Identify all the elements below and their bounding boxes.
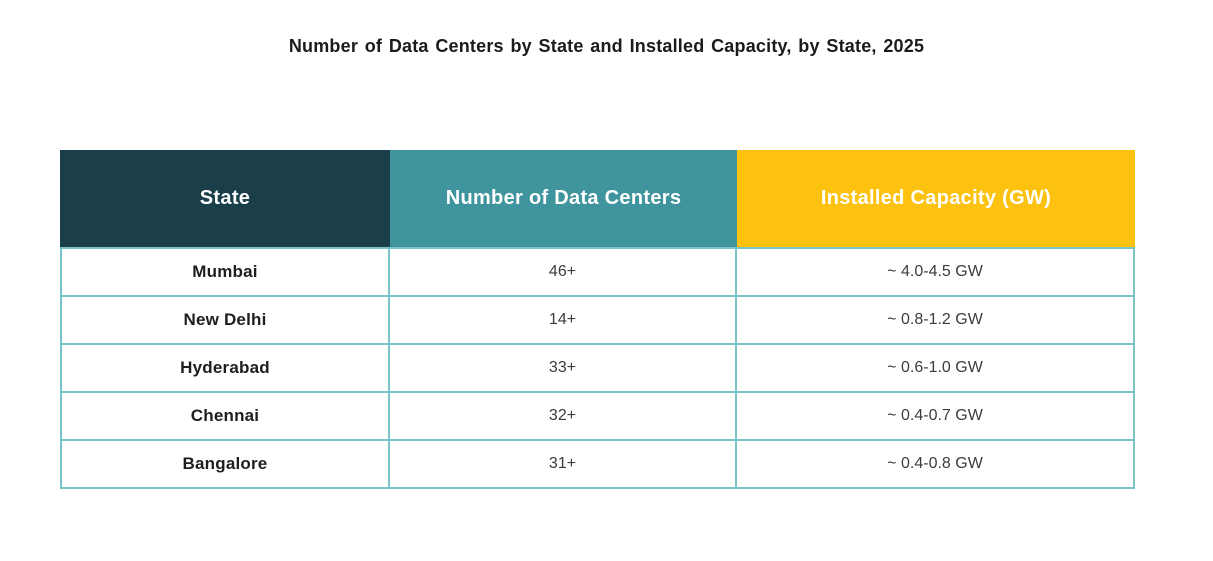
cell-installed-capacity: ~ 0.4-0.8 GW [737, 441, 1135, 487]
cell-installed-capacity: ~ 0.6-1.0 GW [737, 345, 1135, 391]
table-row-hyderabad: Hyderabad 33+ ~ 0.6-1.0 GW [60, 345, 1135, 393]
cell-installed-capacity: ~ 0.8-1.2 GW [737, 297, 1135, 343]
cell-data-centers: 14+ [390, 297, 737, 343]
cell-installed-capacity: ~ 0.4-0.7 GW [737, 393, 1135, 439]
table-row-chennai: Chennai 32+ ~ 0.4-0.7 GW [60, 393, 1135, 441]
cell-data-centers: 32+ [390, 393, 737, 439]
table-row-mumbai: Mumbai 46+ ~ 4.0-4.5 GW [60, 249, 1135, 297]
column-header-state: State [60, 150, 390, 247]
column-header-installed-capacity: Installed Capacity (GW) [737, 150, 1135, 247]
table-row-bangalore: Bangalore 31+ ~ 0.4-0.8 GW [60, 441, 1135, 489]
cell-state: Chennai [60, 393, 390, 439]
table-row-new-delhi: New Delhi 14+ ~ 0.8-1.2 GW [60, 297, 1135, 345]
table-header-row: State Number of Data Centers Installed C… [60, 150, 1135, 247]
cell-state: New Delhi [60, 297, 390, 343]
table-body: Mumbai 46+ ~ 4.0-4.5 GW New Delhi 14+ ~ … [60, 247, 1135, 489]
page-title: Number of Data Centers by State and Inst… [288, 36, 925, 56]
data-centers-table: State Number of Data Centers Installed C… [60, 150, 1135, 489]
column-header-number-of-data-centers: Number of Data Centers [390, 150, 737, 247]
cell-state: Mumbai [60, 249, 390, 295]
cell-data-centers: 31+ [390, 441, 737, 487]
cell-state: Bangalore [60, 441, 390, 487]
cell-state: Hyderabad [60, 345, 390, 391]
cell-data-centers: 46+ [390, 249, 737, 295]
cell-data-centers: 33+ [390, 345, 737, 391]
cell-installed-capacity: ~ 4.0-4.5 GW [737, 249, 1135, 295]
